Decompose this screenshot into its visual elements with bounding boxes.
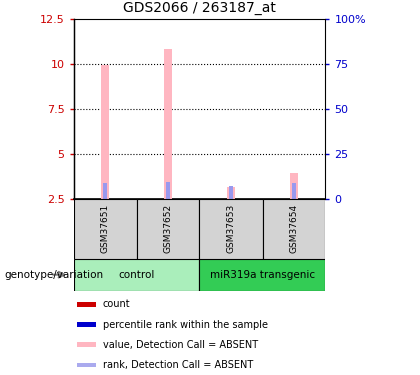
Bar	[101, 64, 109, 199]
FancyBboxPatch shape	[136, 199, 200, 259]
FancyBboxPatch shape	[74, 259, 200, 291]
Text: genotype/variation: genotype/variation	[4, 270, 103, 280]
Text: count: count	[103, 300, 130, 309]
Bar	[229, 186, 233, 199]
Title: GDS2066 / 263187_at: GDS2066 / 263187_at	[123, 1, 276, 15]
FancyBboxPatch shape	[262, 199, 326, 259]
Bar	[292, 183, 296, 199]
FancyBboxPatch shape	[200, 259, 326, 291]
Bar	[77, 302, 96, 307]
Text: control: control	[118, 270, 155, 280]
Text: GSM37653: GSM37653	[226, 204, 236, 254]
Bar	[77, 322, 96, 327]
Bar	[77, 363, 96, 368]
Text: rank, Detection Call = ABSENT: rank, Detection Call = ABSENT	[103, 360, 253, 370]
Text: percentile rank within the sample: percentile rank within the sample	[103, 320, 268, 330]
Bar	[290, 172, 298, 199]
Bar	[77, 342, 96, 347]
Text: GSM37652: GSM37652	[163, 204, 173, 254]
Bar	[164, 50, 172, 199]
Text: GSM37651: GSM37651	[100, 204, 110, 254]
Text: GSM37654: GSM37654	[289, 204, 299, 254]
FancyBboxPatch shape	[200, 199, 262, 259]
Text: miR319a transgenic: miR319a transgenic	[210, 270, 315, 280]
Text: value, Detection Call = ABSENT: value, Detection Call = ABSENT	[103, 340, 258, 350]
Bar	[103, 183, 107, 199]
FancyBboxPatch shape	[74, 199, 136, 259]
Bar	[227, 187, 235, 199]
Bar	[166, 182, 170, 199]
